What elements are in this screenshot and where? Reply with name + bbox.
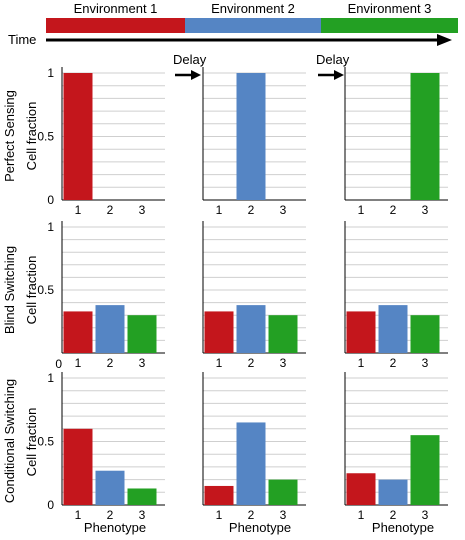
x-tick-label: 1 (358, 356, 365, 370)
environment-label-1: Environment 1 (74, 1, 158, 16)
x-tick-label: 1 (358, 203, 365, 217)
panel-blind-switching-env1: 1 2 3 0.5 1 (37, 220, 165, 370)
x-tick-label: 3 (280, 356, 287, 370)
time-arrow-head (437, 34, 452, 46)
environment-label-2: Environment 2 (211, 1, 295, 16)
bar-phenotype-2 (236, 422, 266, 505)
x-tick-label: 3 (422, 203, 429, 217)
x-tick-label: 1 (216, 508, 223, 522)
y-tick-label: 1 (47, 220, 54, 234)
row-label-blind-switching: Blind Switching (2, 246, 17, 334)
panel-perfect-sensing-env1: 1 2 3 0 0.5 1 (37, 66, 165, 217)
x-tick-label: 3 (139, 356, 146, 370)
x-tick-label: 1 (358, 508, 365, 522)
x-tick-label: 3 (139, 203, 146, 217)
bar-phenotype-1 (204, 311, 234, 353)
panel-conditional-switching-env3: 1 2 3 (344, 372, 448, 522)
environment-segment-1 (46, 18, 185, 33)
time-label: Time (8, 32, 36, 47)
y-tick-label: 0.5 (37, 283, 54, 297)
x-tick-label: 2 (390, 356, 397, 370)
bar-phenotype-1 (63, 428, 93, 505)
x-tick-label: 2 (107, 356, 114, 370)
bar-phenotype-2 (95, 305, 125, 353)
delay-label-1: Delay (173, 52, 207, 67)
x-tick-label: 3 (422, 356, 429, 370)
y-axis-title-row1: Cell fraction (24, 102, 39, 171)
row-label-perfect-sensing: Perfect Sensing (2, 90, 17, 182)
environment-segment-3 (321, 18, 458, 33)
x-axis-title-col3: Phenotype (372, 520, 434, 535)
bar-phenotype-3 (410, 435, 440, 505)
environment-timeline: Environment 1 Environment 2 Environment 3 (46, 1, 458, 33)
x-tick-label: 3 (422, 508, 429, 522)
bar-phenotype-3 (127, 488, 157, 505)
bar-phenotype-2 (236, 305, 266, 353)
x-tick-label: 2 (390, 508, 397, 522)
bar-phenotype-1 (346, 473, 376, 505)
panel-perfect-sensing-env2: 1 2 3 (202, 67, 306, 217)
y-tick-label: 1 (47, 371, 54, 385)
delay-arrow-2-head (334, 70, 344, 80)
y-tick-label: 0 (47, 498, 54, 512)
bar-phenotype-2 (95, 470, 125, 505)
x-tick-label: 2 (107, 203, 114, 217)
y-tick-label: 1 (47, 66, 54, 80)
environment-segment-2 (185, 18, 321, 33)
x-tick-label: 2 (390, 203, 397, 217)
y-axis-title-row3: Cell fraction (24, 408, 39, 477)
environment-label-3: Environment 3 (348, 1, 432, 16)
x-tick-label: 1 (216, 356, 223, 370)
bar-phenotype-1 (63, 311, 93, 353)
y-tick-label: 0 (47, 193, 54, 207)
delay-marker-2: Delay (316, 52, 350, 80)
x-tick-label: 2 (248, 356, 255, 370)
x-tick-label: 1 (216, 203, 223, 217)
panel-blind-switching-env2: 1 2 3 (202, 221, 306, 370)
y-axis-title-row2: Cell fraction (24, 256, 39, 325)
x-tick-label: 2 (248, 203, 255, 217)
x-axis-title-col2: Phenotype (229, 520, 291, 535)
x-tick-label: 3 (139, 508, 146, 522)
x-tick-label: 1 (75, 508, 82, 522)
x-tick-label: 2 (248, 508, 255, 522)
x-axis-title-col1: Phenotype (84, 520, 146, 535)
bar-phenotype-3 (410, 73, 440, 200)
bar-phenotype-1 (204, 485, 234, 505)
chart-panels: 1 2 3 0 0.5 1 1 2 3 1 2 3 1 2 3 0.5 1 1 2 3 1 2 3 1 2 3 0 0.5 1 1 2 3 1 2… (37, 66, 448, 522)
panel-blind-switching-env3: 1 2 3 (344, 221, 448, 370)
bar-phenotype-3 (127, 315, 157, 353)
bar-phenotype-1 (63, 73, 93, 200)
time-arrow: Time (8, 32, 452, 47)
x-tick-label: 1 (75, 203, 82, 217)
y-tick-label: 0 (55, 357, 62, 371)
bar-phenotype-2 (378, 479, 408, 505)
x-tick-label: 3 (280, 508, 287, 522)
bar-phenotype-3 (268, 315, 298, 353)
delay-arrow-1-head (191, 70, 201, 80)
x-tick-label: 2 (107, 508, 114, 522)
bar-phenotype-2 (378, 305, 408, 353)
bar-phenotype-1 (346, 311, 376, 353)
delay-marker-1: Delay (173, 52, 207, 80)
bar-phenotype-2 (236, 73, 266, 200)
bar-phenotype-3 (410, 315, 440, 353)
bar-phenotype-3 (268, 479, 298, 505)
delay-label-2: Delay (316, 52, 350, 67)
y-tick-label: 0.5 (37, 435, 54, 449)
panel-perfect-sensing-env3: 1 2 3 (344, 67, 448, 217)
panel-conditional-switching-env1: 1 2 3 0 0.5 1 (37, 371, 165, 522)
panel-conditional-switching-env2: 1 2 3 (202, 372, 306, 522)
x-tick-label: 3 (280, 203, 287, 217)
row-label-conditional-switching: Conditional Switching (2, 379, 17, 503)
y-tick-label: 0.5 (37, 130, 54, 144)
x-tick-label: 1 (75, 356, 82, 370)
